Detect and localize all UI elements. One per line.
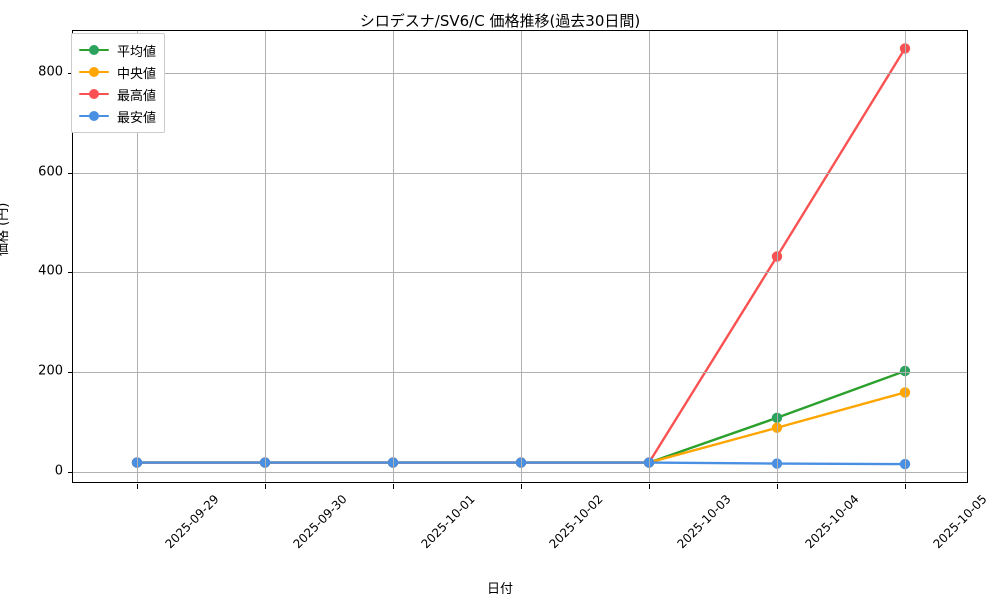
- legend-swatch-icon: [79, 88, 109, 100]
- legend-item[interactable]: 中央値: [79, 61, 156, 83]
- legend-swatch-icon: [79, 110, 109, 122]
- gridline-vertical: [777, 31, 778, 482]
- legend-swatch-icon: [79, 66, 109, 78]
- legend-item-label: 中央値: [117, 66, 157, 82]
- legend-item-label: 平均値: [117, 44, 157, 60]
- x-tick-label: 2025-10-05: [930, 492, 990, 552]
- gridline-vertical: [393, 31, 394, 482]
- gridline-horizontal: [73, 272, 967, 274]
- gridline-vertical: [649, 31, 650, 482]
- gridline-horizontal: [73, 471, 967, 473]
- gridline-horizontal: [73, 172, 967, 174]
- legend-item[interactable]: 最安値: [79, 105, 156, 127]
- gridline-horizontal: [73, 73, 967, 75]
- gridline-horizontal: [73, 371, 967, 373]
- legend-swatch-icon: [79, 44, 109, 56]
- x-tick-mark: [649, 484, 650, 489]
- x-tick-label: 2025-10-04: [802, 492, 862, 552]
- y-tick-label: 600: [38, 164, 63, 180]
- x-tick-mark: [265, 484, 266, 489]
- y-tick-label: 0: [54, 463, 63, 479]
- plot-area: [68, 30, 968, 489]
- plot-inner: [68, 31, 967, 489]
- y-tick-mark: [68, 172, 73, 174]
- y-tick-label: 400: [38, 263, 63, 279]
- legend-item[interactable]: 最高値: [79, 83, 156, 105]
- x-tick-mark: [137, 484, 138, 489]
- chart-title: シロデスナ/SV6/C 価格推移(過去30日間): [359, 12, 641, 30]
- gridline-vertical: [265, 31, 266, 482]
- legend-item[interactable]: 平均値: [79, 39, 156, 61]
- y-axis-label: 価格 (円): [0, 202, 11, 256]
- x-tick-mark: [777, 484, 778, 489]
- x-tick-label: 2025-10-03: [674, 492, 734, 552]
- gridline-vertical: [137, 31, 138, 482]
- y-tick-mark: [68, 371, 73, 373]
- data-point-marker: [515, 457, 527, 468]
- data-point-marker: [387, 457, 399, 468]
- x-tick-label: 2025-09-30: [290, 492, 350, 552]
- x-tick-label: 2025-09-29: [162, 492, 222, 552]
- y-tick-mark: [68, 471, 73, 473]
- x-tick-mark: [905, 484, 906, 489]
- x-axis-label: 日付: [486, 582, 513, 597]
- legend-item-label: 最高値: [117, 88, 157, 104]
- x-tick-mark: [521, 484, 522, 489]
- y-tick-mark: [68, 272, 73, 274]
- legend: 平均値中央値最高値最安値: [71, 33, 166, 133]
- x-tick-label: 2025-10-02: [546, 492, 606, 552]
- y-tick-label: 200: [38, 363, 63, 379]
- x-tick-mark: [393, 484, 394, 489]
- y-tick-mark: [68, 73, 73, 75]
- x-tick-label: 2025-10-01: [418, 492, 478, 552]
- y-tick-label: 800: [38, 64, 63, 80]
- legend-item-label: 最安値: [117, 110, 157, 126]
- gridline-vertical: [521, 31, 522, 482]
- gridline-vertical: [905, 31, 906, 482]
